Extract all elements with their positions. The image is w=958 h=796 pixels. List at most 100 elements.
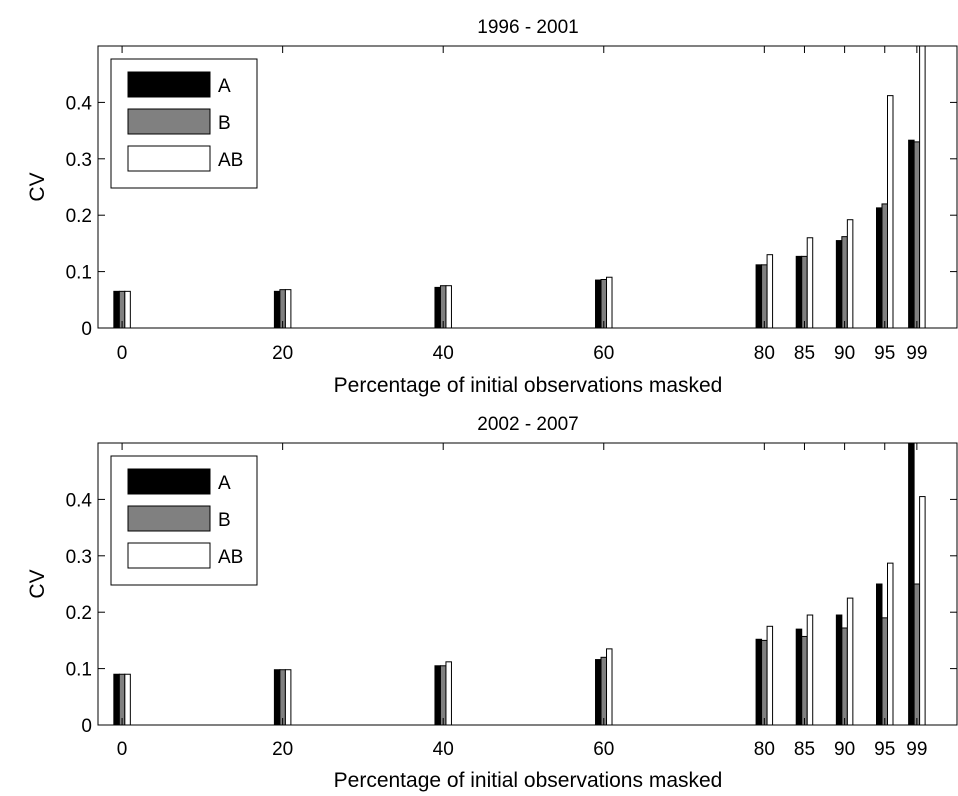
x-tick-label: 85 [794, 343, 815, 364]
bar-a-99 [908, 139, 915, 328]
chart-panel-1: 1996 - 2001 Percentage of initial observa… [26, 17, 958, 397]
bar-a-0 [113, 673, 120, 725]
bar-ab-85 [806, 237, 814, 328]
x-tick-label: 40 [433, 343, 454, 364]
bar-ab-90 [846, 597, 854, 725]
bars [113, 443, 926, 725]
y-tick-label: 0.3 [66, 150, 92, 171]
bar-b-60 [600, 656, 608, 725]
bar-a-60 [595, 659, 602, 725]
bars [113, 46, 926, 328]
y-tick-label: 0.2 [66, 206, 92, 227]
chart-title: 2002 - 2007 [477, 414, 578, 435]
bar-ab-40 [445, 661, 452, 725]
legend-label-a: A [218, 473, 231, 494]
bar-a-40 [434, 665, 441, 725]
bar-b-80 [761, 264, 768, 328]
bar-b-95 [881, 617, 888, 725]
bar-a-40 [434, 286, 441, 328]
bar-a-99 [908, 443, 915, 725]
y-tick-label: 0 [81, 716, 92, 737]
x-tick-label: 0 [117, 739, 128, 760]
bar-b-40 [439, 665, 447, 725]
legend-label-b: B [218, 510, 231, 531]
y-axis-label: CV [26, 569, 49, 598]
y-tick-label: 0.4 [66, 93, 93, 114]
bar-ab-40 [445, 285, 452, 328]
x-tick-label: 99 [906, 739, 927, 760]
x-tick-label: 40 [433, 739, 454, 760]
bar-ab-85 [806, 614, 814, 725]
legend-swatch-a [127, 71, 211, 98]
bar-ab-99 [919, 46, 926, 328]
bar-ab-95 [886, 562, 894, 725]
chart-panel-2: 2002 - 2007 Percentage of initial observa… [26, 414, 958, 792]
x-tick-label: 80 [754, 343, 775, 364]
legend-swatch-b [127, 505, 211, 532]
y-tick-label: 0.4 [66, 490, 93, 511]
bar-ab-80 [766, 254, 774, 328]
legend-swatch-ab [127, 542, 211, 569]
x-tick-label: 20 [272, 343, 293, 364]
bar-a-80 [755, 264, 763, 328]
axes-box [97, 442, 958, 726]
bar-ab-0 [124, 673, 131, 725]
bar-ab-60 [606, 648, 613, 725]
x-tick-label: 90 [834, 739, 855, 760]
x-tick-label: 85 [794, 739, 815, 760]
y-tick-label: 0.1 [66, 263, 92, 284]
x-axis-label: Percentage of initial observations maske… [334, 374, 723, 397]
bar-b-99 [913, 583, 921, 725]
bar-b-90 [841, 627, 848, 725]
y-tick-label: 0.3 [66, 547, 92, 568]
bar-a-20 [273, 290, 281, 328]
bar-a-95 [875, 207, 883, 328]
bar-ab-0 [124, 290, 131, 328]
bar-b-80 [761, 639, 768, 725]
bar-b-85 [801, 255, 808, 328]
x-tick-label: 99 [906, 343, 927, 364]
legend-label-ab: AB [218, 547, 243, 568]
bar-a-20 [273, 669, 281, 725]
legend-swatch-ab [127, 145, 211, 172]
legend-swatch-a [127, 468, 211, 495]
x-tick-label: 20 [272, 739, 293, 760]
x-axis-label: Percentage of initial observations maske… [334, 769, 723, 792]
axes-box [97, 45, 958, 329]
bar-a-0 [113, 290, 120, 328]
bar-a-90 [835, 240, 843, 328]
bar-b-90 [841, 236, 848, 328]
legend-label-ab: AB [218, 150, 243, 171]
legend-label-a: A [218, 76, 231, 97]
y-tick-label: 0.1 [66, 660, 92, 681]
bar-b-95 [881, 203, 888, 328]
bar-a-95 [875, 583, 883, 725]
bar-ab-60 [606, 276, 613, 328]
bar-a-60 [595, 279, 602, 328]
legend: AB AB [110, 455, 258, 586]
bar-a-90 [835, 614, 843, 725]
bar-a-80 [755, 638, 763, 725]
bar-ab-20 [284, 289, 292, 328]
x-tick-label: 95 [874, 343, 895, 364]
bar-ab-20 [284, 669, 292, 725]
bar-b-85 [801, 635, 808, 725]
y-axis-label: CV [26, 172, 49, 201]
x-tick-label: 60 [593, 739, 614, 760]
x-tick-label: 90 [834, 343, 855, 364]
legend-label-b: B [218, 113, 231, 134]
bar-ab-99 [919, 496, 926, 725]
bar-ab-80 [766, 625, 774, 725]
y-tick-label: 0 [81, 319, 92, 340]
bar-a-85 [795, 255, 803, 328]
x-tick-label: 60 [593, 343, 614, 364]
y-tick-label: 0.2 [66, 603, 92, 624]
x-tick-label: 95 [874, 739, 895, 760]
bar-b-99 [913, 141, 921, 328]
bar-a-85 [795, 628, 803, 725]
legend: AB AB [110, 58, 258, 189]
x-tick-label: 80 [754, 739, 775, 760]
x-tick-label: 0 [117, 343, 128, 364]
bar-ab-90 [846, 219, 854, 328]
